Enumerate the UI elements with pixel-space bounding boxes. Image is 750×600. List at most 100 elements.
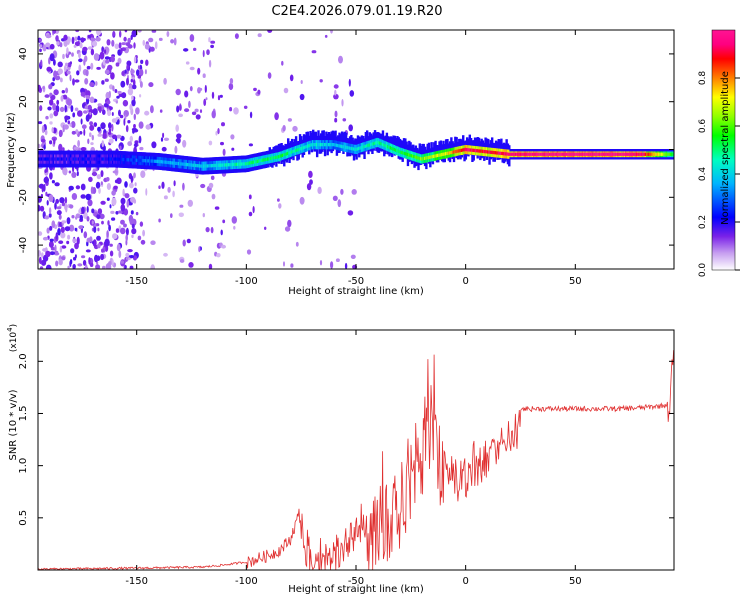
heatmap-cell [564, 152, 568, 156]
heatmap-cell [123, 36, 127, 42]
heatmap-x-label: Height of straight line (km) [288, 286, 424, 297]
heatmap-cell [49, 113, 54, 119]
heatmap-cell [398, 150, 402, 154]
heatmap-cell [375, 141, 378, 145]
heatmap-cell [127, 37, 131, 44]
heatmap-cell [580, 152, 583, 156]
heatmap-cell [127, 158, 131, 162]
heatmap-cell [92, 157, 95, 161]
heatmap-cell [92, 239, 97, 247]
heatmap-cell [48, 207, 52, 215]
heatmap-cell [172, 190, 175, 198]
heatmap-cell [471, 148, 474, 152]
heatmap-cell [166, 31, 170, 37]
heatmap-cell [53, 252, 60, 256]
heatmap-cell [305, 145, 308, 149]
heatmap-cell [120, 219, 125, 225]
heatmap-cell [234, 33, 239, 39]
heatmap-cell [101, 140, 105, 148]
heatmap-cell [60, 77, 63, 83]
heatmap-cell [211, 110, 216, 119]
heatmap-cell [305, 131, 308, 151]
heatmap-cell [279, 154, 282, 158]
heatmap-cell [333, 84, 339, 89]
heatmap-cell [350, 146, 353, 151]
heatmap-cell [324, 34, 328, 38]
heatmap-cell [105, 59, 110, 64]
heatmap-cell [134, 158, 137, 162]
heatmap-cell [148, 159, 152, 163]
heatmap-cell [90, 142, 94, 146]
heatmap-cell [502, 152, 506, 156]
heatmap-cell [481, 149, 485, 153]
heatmap-cell [170, 213, 173, 219]
heatmap-cell [90, 48, 95, 56]
heatmap-cell [522, 152, 525, 156]
snr-y-scale-base: (x10 [9, 332, 19, 353]
heatmap-cell [111, 39, 115, 47]
heatmap-cell [50, 247, 56, 251]
heatmap-cell [69, 224, 75, 232]
heatmap-cell [46, 200, 49, 206]
heatmap-cell [158, 185, 161, 189]
heatmap-cell [229, 163, 232, 167]
heatmap-cell [126, 64, 129, 69]
heatmap-cell [72, 157, 75, 161]
heatmap-cell [556, 152, 560, 156]
heatmap-cell [57, 61, 63, 68]
heatmap-cell [220, 141, 224, 146]
heatmap-cell [78, 52, 81, 59]
heatmap-cell [287, 151, 290, 156]
heatmap-cell [462, 148, 465, 152]
heatmap-cell [280, 154, 283, 158]
heatmap-cell [182, 139, 187, 148]
heatmap-cell [217, 128, 220, 135]
heatmap-cell [198, 246, 201, 253]
heatmap-cell [431, 155, 435, 159]
heatmap-cell [497, 151, 500, 155]
heatmap-cell [70, 121, 76, 128]
heatmap-cell [410, 154, 414, 158]
heatmap-cell [521, 152, 524, 156]
heatmap-cell [90, 186, 94, 195]
heatmap-ridge-layer [38, 129, 674, 175]
heatmap-cell [42, 248, 47, 252]
heatmap-cell [108, 138, 114, 144]
heatmap-cell [147, 159, 150, 163]
heatmap-cell [61, 245, 67, 249]
heatmap-cell [321, 143, 324, 147]
heatmap-cell [373, 141, 377, 145]
heatmap-cell [145, 188, 148, 196]
heatmap-cell [349, 90, 355, 97]
heatmap-cell [211, 193, 216, 200]
heatmap-cell [243, 162, 246, 166]
heatmap-cell [126, 200, 130, 208]
heatmap-cell [126, 77, 129, 86]
heatmap-cell [91, 220, 94, 225]
heatmap-cell [464, 147, 468, 152]
heatmap-cell [66, 240, 70, 245]
heatmap-cell [325, 131, 328, 149]
heatmap-cell [98, 157, 102, 161]
heatmap-cell [41, 252, 44, 258]
heatmap-cell [205, 164, 208, 168]
heatmap-cell [485, 150, 489, 154]
heatmap-x-ticks: -150 -100 -50 0 50 [125, 30, 582, 287]
heatmap-cell [146, 159, 149, 163]
heatmap-cell [535, 152, 539, 156]
heatmap-cell [440, 153, 444, 157]
heatmap-cell [417, 156, 420, 160]
heatmap-cell [87, 199, 93, 207]
heatmap-cell [172, 161, 175, 165]
heatmap-cell [129, 217, 135, 226]
heatmap-cell [329, 143, 332, 147]
heatmap-cell [267, 157, 270, 161]
heatmap-cell [80, 157, 83, 161]
heatmap-cell [88, 109, 94, 114]
heatmap-cell [631, 152, 635, 156]
heatmap-cell [100, 157, 103, 161]
heatmap-cell [380, 142, 383, 146]
heatmap-cell [300, 147, 303, 151]
heatmap-cell [114, 157, 118, 161]
heatmap-cell [44, 157, 48, 161]
